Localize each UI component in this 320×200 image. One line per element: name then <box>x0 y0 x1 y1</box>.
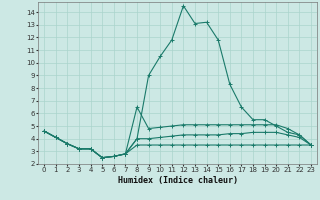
X-axis label: Humidex (Indice chaleur): Humidex (Indice chaleur) <box>118 176 238 185</box>
